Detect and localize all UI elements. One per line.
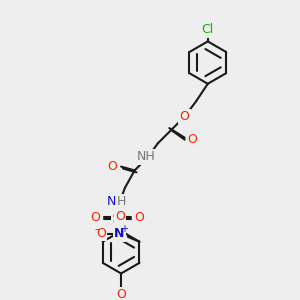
Text: Cl: Cl bbox=[202, 23, 214, 36]
Text: O: O bbox=[116, 288, 126, 300]
Text: O: O bbox=[115, 210, 125, 223]
Text: NH: NH bbox=[137, 151, 155, 164]
Text: O: O bbox=[180, 110, 190, 123]
Text: H: H bbox=[116, 195, 126, 208]
Text: O: O bbox=[134, 211, 144, 224]
Text: N: N bbox=[114, 227, 124, 241]
Text: O: O bbox=[96, 226, 106, 239]
Text: O: O bbox=[90, 211, 100, 224]
Text: O: O bbox=[107, 160, 117, 173]
Text: O: O bbox=[188, 133, 197, 146]
Text: -: - bbox=[94, 223, 98, 236]
Text: S: S bbox=[112, 212, 122, 226]
Text: N: N bbox=[107, 195, 116, 208]
Text: +: + bbox=[120, 224, 128, 234]
